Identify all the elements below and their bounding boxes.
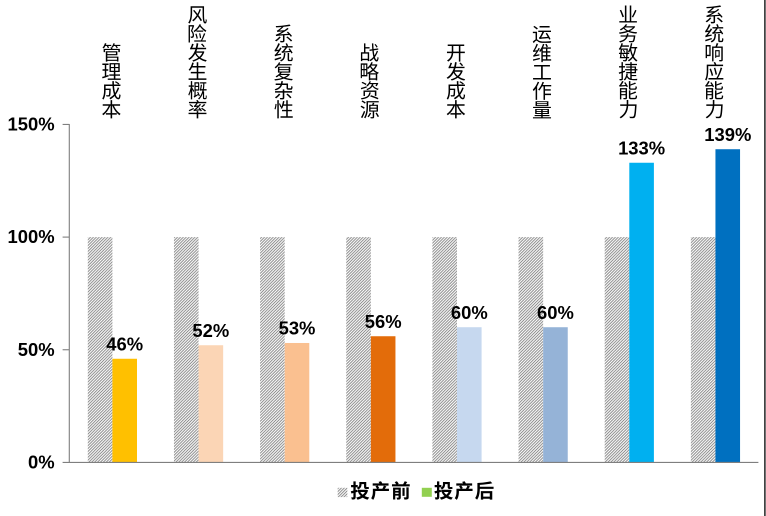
svg-text:60%: 60% [451, 302, 488, 323]
svg-text:52%: 52% [192, 320, 229, 341]
svg-text:60%: 60% [537, 302, 574, 323]
svg-text:150%: 150% [8, 114, 55, 135]
svg-text:50%: 50% [18, 339, 55, 360]
svg-text:53%: 53% [279, 318, 316, 339]
svg-text:46%: 46% [106, 333, 143, 354]
svg-text:0%: 0% [28, 452, 55, 473]
svg-text:100%: 100% [8, 226, 55, 247]
svg-text:133%: 133% [618, 137, 665, 158]
svg-text:139%: 139% [704, 124, 751, 145]
svg-text:56%: 56% [365, 311, 402, 332]
